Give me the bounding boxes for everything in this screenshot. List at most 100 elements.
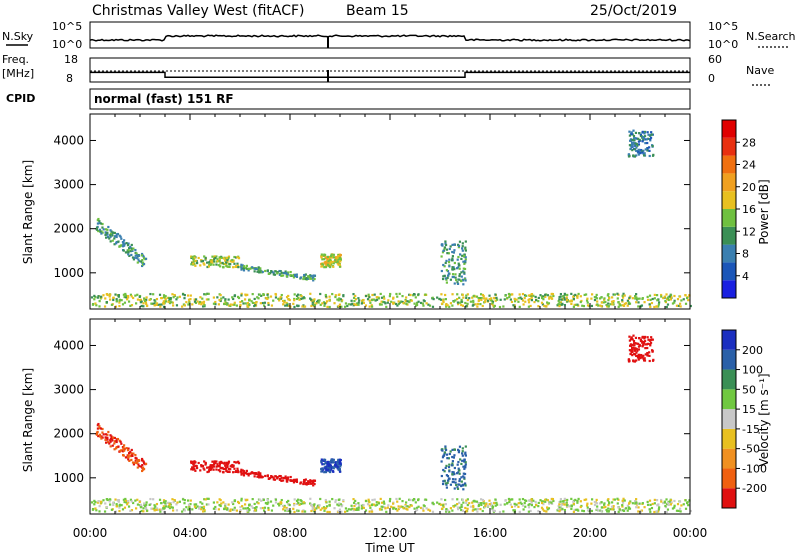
velocity-point	[233, 506, 236, 509]
power-scale-swatch	[722, 155, 736, 174]
velocity-point	[266, 474, 269, 477]
velocity-point	[448, 463, 451, 466]
power-point	[631, 149, 634, 152]
power-point	[195, 261, 199, 265]
velocity-point	[557, 508, 560, 511]
power-point	[394, 302, 398, 306]
velocity-point	[422, 509, 425, 512]
power-point	[118, 301, 121, 304]
power-point	[362, 301, 365, 305]
velocity-point	[295, 502, 299, 506]
power-point	[517, 300, 520, 303]
power-point	[610, 300, 614, 303]
velocity-point	[297, 509, 300, 512]
velocity-point	[338, 458, 342, 461]
velocity-point	[465, 501, 468, 505]
power-point	[219, 299, 222, 303]
velocity-point	[236, 467, 239, 470]
velocity-point	[447, 466, 451, 469]
velocity-point	[637, 506, 640, 509]
power-point	[440, 255, 443, 258]
power-point	[279, 270, 282, 273]
power-point	[98, 300, 101, 303]
power-point	[176, 296, 179, 299]
power-scale-swatch	[722, 226, 736, 245]
power-point	[464, 260, 467, 263]
power-point	[649, 139, 652, 142]
power-point	[213, 258, 216, 261]
velocity-point	[445, 474, 448, 477]
velocity-point	[448, 510, 451, 513]
velocity-point	[108, 500, 111, 503]
power-point	[651, 154, 655, 157]
velocity-point	[295, 478, 298, 481]
velocity-point	[187, 508, 190, 511]
velocity-point	[476, 510, 479, 513]
velocity-point	[579, 500, 582, 503]
velocity-point	[232, 502, 235, 506]
power-point	[212, 263, 215, 266]
power-point	[302, 277, 305, 281]
velocity-point	[330, 460, 333, 463]
velocity-point	[640, 353, 643, 357]
power-point	[237, 296, 241, 300]
velocity-point	[217, 469, 220, 472]
power-point	[135, 302, 138, 305]
velocity-point	[203, 468, 206, 471]
power-point	[603, 297, 606, 300]
velocity-point	[530, 504, 533, 507]
velocity-point	[461, 450, 464, 453]
power-scale-tick-label: 4	[742, 270, 749, 283]
power-point	[316, 299, 320, 302]
power-point	[339, 260, 342, 263]
velocity-point	[276, 476, 279, 479]
velocity-point	[270, 509, 274, 512]
power-point	[637, 137, 640, 140]
velocity-point	[388, 500, 391, 503]
velocity-point	[642, 343, 645, 346]
velocity-point	[641, 340, 645, 344]
power-point	[136, 261, 139, 264]
velocity-point	[648, 359, 651, 363]
power-point	[640, 135, 644, 138]
power-point	[220, 261, 223, 265]
power-point	[598, 297, 602, 300]
velocity-point	[645, 343, 648, 346]
velocity-point	[442, 505, 445, 509]
power-point	[668, 295, 671, 298]
power-point	[310, 298, 313, 301]
power-point	[392, 302, 395, 305]
power-point	[352, 296, 356, 299]
power-point	[678, 302, 682, 305]
power-point	[326, 263, 330, 266]
velocity-point	[576, 501, 579, 504]
velocity-point	[475, 500, 479, 503]
power-point	[100, 232, 103, 235]
velocity-point	[218, 503, 221, 507]
velocity-point	[625, 507, 628, 510]
power-point	[558, 298, 561, 301]
power-point	[635, 137, 638, 140]
velocity-point	[221, 466, 224, 470]
velocity-point	[610, 505, 614, 508]
velocity-point	[269, 500, 273, 503]
power-point	[486, 299, 490, 302]
power-point	[457, 255, 460, 259]
velocity-point	[113, 442, 116, 445]
velocity-scale-swatch	[722, 389, 736, 410]
velocity-point	[583, 498, 586, 502]
velocity-point	[127, 458, 130, 461]
power-point	[465, 304, 468, 308]
power-point	[446, 276, 449, 279]
power-point	[612, 293, 615, 296]
power-point	[461, 279, 465, 282]
velocity-point	[574, 498, 577, 502]
velocity-point	[572, 500, 575, 503]
power-point	[203, 293, 206, 296]
velocity-point	[104, 502, 107, 505]
power-point	[131, 256, 135, 259]
velocity-point	[405, 507, 408, 511]
power-point	[412, 294, 415, 297]
velocity-point	[499, 503, 502, 506]
power-point	[207, 298, 210, 301]
